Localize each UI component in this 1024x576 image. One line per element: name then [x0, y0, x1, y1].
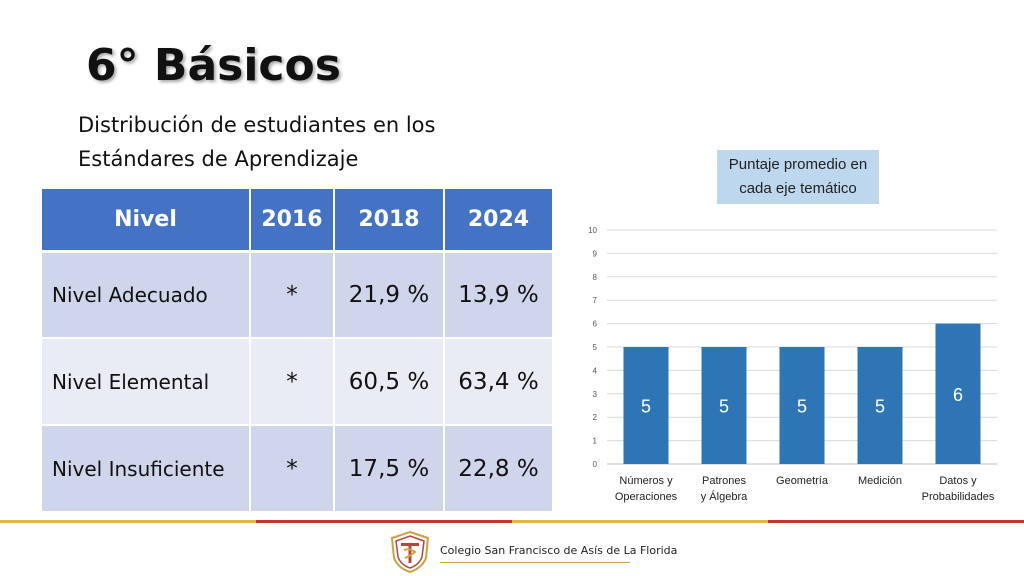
table-row: Nivel Adecuado * 21,9 % 13,9 % [42, 251, 554, 339]
header-nivel: Nivel [42, 189, 251, 253]
bar-chart: 0 1 2 3 4 5 6 7 8 9 10 5 Números y Operaciones 5 Patron… [588, 226, 997, 503]
y-tick-label: 9 [593, 249, 598, 258]
table-header-row: Nivel 2016 2018 2024 [42, 189, 554, 253]
table-row: Nivel Elemental * 60,5 % 63,4 % [42, 338, 554, 426]
footer-line-right [768, 520, 1024, 523]
y-tick-label: 7 [593, 296, 598, 305]
x-tick-label: Patrones [702, 475, 747, 487]
x-tick-label: Probabilidades [922, 491, 995, 503]
y-tick-label: 6 [593, 320, 598, 329]
y-tick-label: 1 [593, 437, 598, 446]
y-tick-label: 0 [593, 460, 598, 469]
y-tick-label: 4 [593, 366, 598, 375]
data-label: 5 [719, 397, 729, 417]
row-2018: 21,9 % [334, 251, 445, 339]
bar [779, 347, 825, 464]
row-level: Nivel Insuficiente [42, 425, 251, 513]
x-tick-label: Geometría [776, 475, 829, 487]
y-tick-label: 10 [588, 226, 597, 235]
y-tick-label: 8 [593, 273, 598, 282]
x-tick-label: Números y [619, 475, 673, 487]
row-level: Nivel Adecuado [42, 251, 251, 339]
x-tick-label: Operaciones [615, 491, 678, 503]
header-2018: 2018 [334, 189, 445, 253]
row-level: Nivel Elemental [42, 338, 251, 426]
row-2016: * [250, 338, 335, 426]
row-2018: 60,5 % [334, 338, 445, 426]
data-label: 6 [953, 385, 963, 405]
footer-line-mid-left [256, 520, 512, 523]
school-name: Colegio San Francisco de Asís de La Flor… [440, 544, 678, 557]
x-tick-label: Datos y [939, 475, 977, 487]
data-label: 5 [641, 397, 651, 417]
table-row: Nivel Insuficiente * 17,5 % 22,8 % [42, 425, 554, 513]
bar [623, 347, 669, 464]
header-2016: 2016 [250, 189, 335, 253]
data-label: 5 [797, 397, 807, 417]
row-2024: 63,4 % [444, 338, 554, 426]
row-2018: 17,5 % [334, 425, 445, 513]
row-2024: 22,8 % [444, 425, 554, 513]
chart-title: Puntaje promedio en cada eje temático [717, 150, 879, 204]
row-2024: 13,9 % [444, 251, 554, 339]
row-2016: * [250, 425, 335, 513]
y-tick-label: 3 [593, 390, 598, 399]
data-label: 5 [875, 397, 885, 417]
x-tick-label: Medición [858, 475, 902, 487]
page-title: 6° Básicos [86, 40, 341, 91]
bar [935, 323, 981, 464]
x-tick-label: y Álgebra [701, 490, 748, 503]
bar [701, 347, 747, 464]
footer-underline [440, 562, 630, 563]
page-subtitle: Distribución de estudiantes en los Están… [78, 113, 436, 171]
footer-line-mid-right [512, 520, 768, 523]
bar [857, 347, 903, 464]
header-2024: 2024 [444, 189, 554, 253]
school-crest-icon [390, 530, 430, 574]
row-2016: * [250, 251, 335, 339]
y-tick-label: 2 [593, 413, 598, 422]
y-tick-label: 5 [593, 343, 598, 352]
footer-line-left [0, 520, 256, 523]
levels-table: Nivel 2016 2018 2024 Nivel Adecuado * 21… [42, 189, 554, 513]
